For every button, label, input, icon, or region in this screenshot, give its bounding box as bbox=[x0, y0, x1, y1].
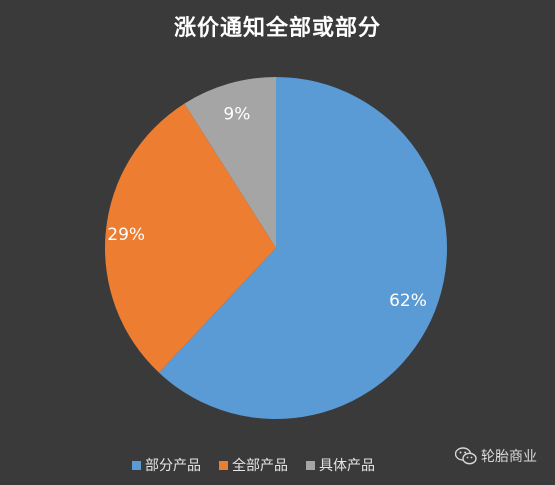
watermark-text: 轮胎商业 bbox=[481, 449, 537, 465]
legend-swatch bbox=[219, 460, 228, 470]
watermark: 轮胎商业 bbox=[455, 446, 537, 466]
data-label-part: 62% bbox=[389, 291, 427, 311]
wechat-icon bbox=[455, 447, 477, 465]
pie-slices bbox=[104, 77, 447, 419]
legend-swatch bbox=[306, 460, 315, 470]
legend-item-specific[interactable]: 具体产品 bbox=[306, 455, 375, 475]
legend-item-part[interactable]: 部分产品 bbox=[132, 455, 201, 475]
chart-legend: 部分产品 全部产品 具体产品 bbox=[132, 455, 375, 475]
legend-label: 全部产品 bbox=[232, 458, 288, 474]
pie-slice-all[interactable] bbox=[104, 103, 276, 373]
pie-slice-specific[interactable] bbox=[184, 77, 276, 248]
pie-data-labels: 62% 29% 9% bbox=[107, 104, 427, 311]
legend-swatch bbox=[132, 460, 141, 470]
data-label-all: 29% bbox=[107, 225, 145, 245]
chart-title: 涨价通知全部或部分 bbox=[173, 16, 381, 41]
legend-label: 部分产品 bbox=[145, 458, 201, 474]
data-label-specific: 9% bbox=[223, 104, 250, 124]
legend-label: 具体产品 bbox=[319, 458, 375, 474]
legend-item-all[interactable]: 全部产品 bbox=[219, 455, 288, 475]
pie-slice-part[interactable] bbox=[158, 77, 447, 419]
